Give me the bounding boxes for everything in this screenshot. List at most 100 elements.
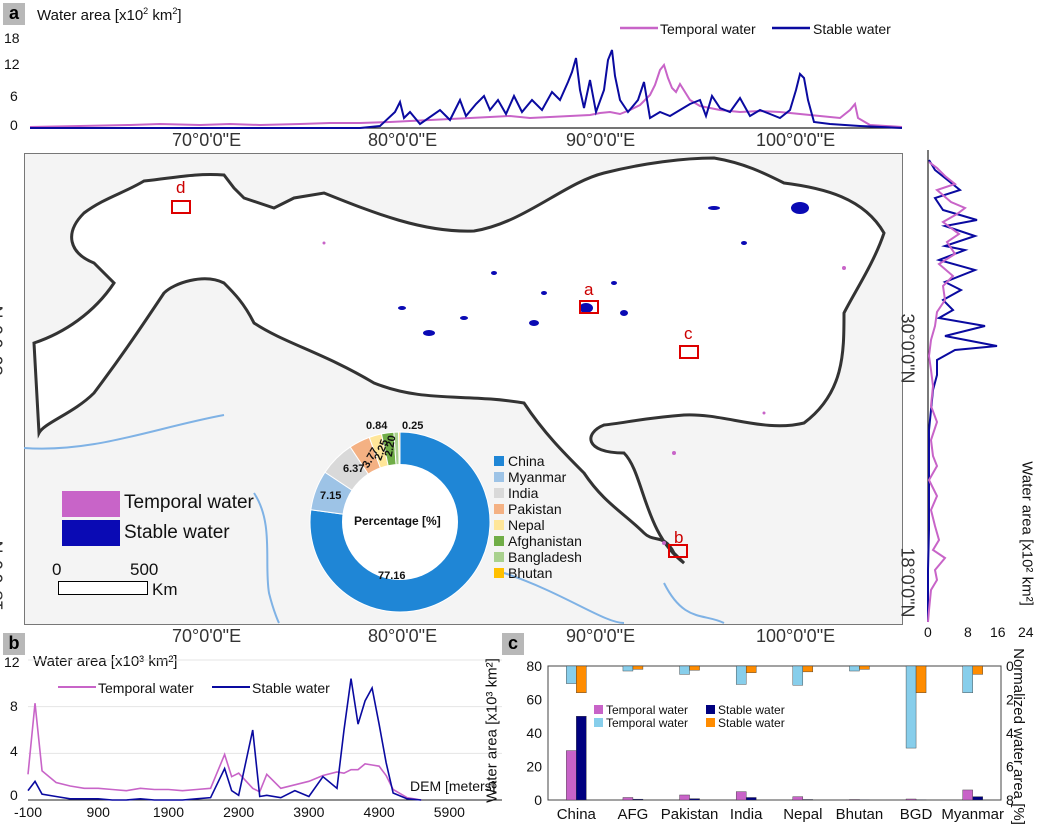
c-bar-temporal-area	[622, 797, 634, 801]
coastline-west	[253, 492, 280, 624]
c-bar-temporal-normalized	[735, 665, 747, 685]
donut-legend: China Myanmar India Pakistan Nepal Afgha…	[494, 453, 582, 581]
site-label-c: c	[684, 324, 693, 343]
map-lon-label-top: 90°0'0"E	[566, 130, 636, 150]
c-bar-stable-area	[689, 798, 700, 801]
donut-center-label: Percentage [%]	[354, 514, 441, 528]
site-label-b: b	[674, 528, 684, 547]
donut-legend-item: Afghanistan	[494, 533, 582, 549]
c-bar-temporal-normalized	[905, 665, 917, 749]
c-bar-stable-normalized	[576, 665, 587, 693]
c-bar-chart: 80 60 40 20 0 0 2 4 6 8 China AFG Pakistan India Nepa…	[526, 658, 1014, 823]
donut-legend-item: India	[494, 485, 582, 501]
top-stable-line	[30, 49, 903, 129]
legend-swatch	[594, 705, 603, 714]
right-chart-ylabel: Water area [x10² km²]	[1018, 461, 1036, 606]
top-ytick: 18	[4, 30, 20, 46]
b-xticks: -100 900 1900 2900 3900 4900 5900	[14, 804, 465, 820]
c-chart-ylabel-left: Water area [x10³ km²]	[483, 658, 501, 803]
c-bar-temporal-area	[849, 799, 860, 801]
scalebar-bar	[58, 581, 148, 595]
panel-letter-a: a	[3, 3, 25, 25]
legend-swatch	[494, 456, 504, 466]
c-ytick-right: 4	[1006, 725, 1014, 741]
temporal-water-speckle	[322, 241, 846, 545]
map-legend-stable-label: Stable water	[124, 522, 230, 543]
c-xtick: AFG	[618, 806, 649, 823]
b-ytick: 12	[4, 654, 20, 670]
b-grid	[28, 659, 502, 754]
c-xtick: BGD	[900, 806, 933, 823]
c-bar-temporal-normalized	[679, 665, 690, 675]
donut-chart	[309, 431, 491, 613]
c-bar-stable-normalized	[745, 665, 757, 673]
legend-swatch	[494, 568, 504, 578]
b-xtick: 4900	[364, 804, 395, 820]
site-box-c	[679, 345, 699, 359]
c-bar-stable-area	[632, 798, 644, 801]
c-legend-item: Temporal water	[594, 716, 688, 730]
right-xtick: 8	[964, 624, 972, 640]
c-bar-temporal-normalized	[566, 665, 577, 684]
map-legend-temporal-label: Temporal water	[124, 492, 254, 513]
c-yticks: 80 60 40 20 0 0 2 4 6 8	[526, 658, 1014, 808]
map-lon-label-top: 100°0'0"E	[756, 130, 836, 150]
b-ytick: 4	[10, 743, 18, 759]
map-lon-label-bottom: 90°0'0"E	[566, 626, 636, 646]
donut-value-myanmar: 7.15	[320, 490, 342, 502]
c-bar-stable-normalized	[915, 665, 927, 693]
legend-swatch	[494, 472, 504, 482]
c-ytick-right: 8	[1006, 792, 1014, 808]
c-plot-frame	[547, 665, 1002, 801]
top-temporal-line	[29, 62, 903, 128]
map-lat-label-left: 18°0'0"N	[0, 540, 7, 611]
c-legend-item: Temporal water	[594, 703, 688, 717]
c-legend-item: Stable water	[706, 716, 785, 730]
c-ytick-right: 6	[1006, 759, 1014, 775]
c-bar-temporal-area	[566, 750, 577, 801]
b-xtick: 1900	[153, 804, 184, 820]
c-xtick: China	[557, 806, 597, 823]
donut-legend-item: Bangladesh	[494, 549, 582, 565]
b-xlabel: DEM [meters]	[410, 778, 496, 794]
c-ytick-right: 0	[1006, 658, 1014, 674]
c-xtick: India	[730, 806, 763, 823]
donut-value-bangladesh: 0.84	[366, 420, 388, 432]
c-ytick-left: 40	[526, 725, 542, 741]
b-xtick: 3900	[293, 804, 324, 820]
map-lon-label-top: 70°0'0"E	[172, 130, 242, 150]
b-legend-temporal-label: Temporal water	[98, 680, 194, 696]
top-legend-temporal-label: Temporal water	[660, 21, 756, 37]
scalebar-500: 500	[130, 560, 159, 579]
right-xtick: 0	[924, 624, 932, 640]
b-dem-chart: -100 900 1900 2900 3900 4900 5900	[14, 659, 502, 820]
c-bar-temporal-area	[679, 794, 690, 801]
scalebar-zero: 0	[52, 560, 62, 579]
right-stable-line	[927, 159, 998, 622]
b-legend-stable-label: Stable water	[252, 680, 330, 696]
donut-legend-item: China	[494, 453, 582, 469]
b-series-temporal	[27, 703, 422, 801]
c-bar-stable-normalized	[689, 665, 700, 671]
legend-swatch	[706, 718, 715, 727]
top-ytick: 12	[4, 56, 20, 72]
c-bar-stable-area	[802, 799, 814, 801]
top-profile-chart	[29, 49, 903, 129]
panel-letter-c: c	[502, 633, 524, 655]
top-ytick: 0	[10, 117, 18, 133]
c-ytick-left: 20	[526, 759, 542, 775]
c-bar-temporal-normalized	[622, 665, 634, 672]
c-bar-stable-area	[576, 716, 587, 801]
c-bar-stable-area	[745, 797, 757, 801]
c-ytick-left: 80	[526, 658, 542, 674]
c-bars	[566, 665, 983, 801]
c-bar-stable-normalized	[802, 665, 814, 673]
b-legend-stable-swatch	[212, 686, 250, 688]
c-xtick: Nepal	[783, 806, 822, 823]
b-xtick: 2900	[223, 804, 254, 820]
top-legend-temporal-swatch	[620, 26, 658, 30]
c-bar-temporal-normalized	[962, 665, 973, 693]
c-bar-stable-normalized	[632, 665, 644, 670]
donut-legend-item: Nepal	[494, 517, 582, 533]
c-legend-item: Stable water	[706, 703, 785, 717]
